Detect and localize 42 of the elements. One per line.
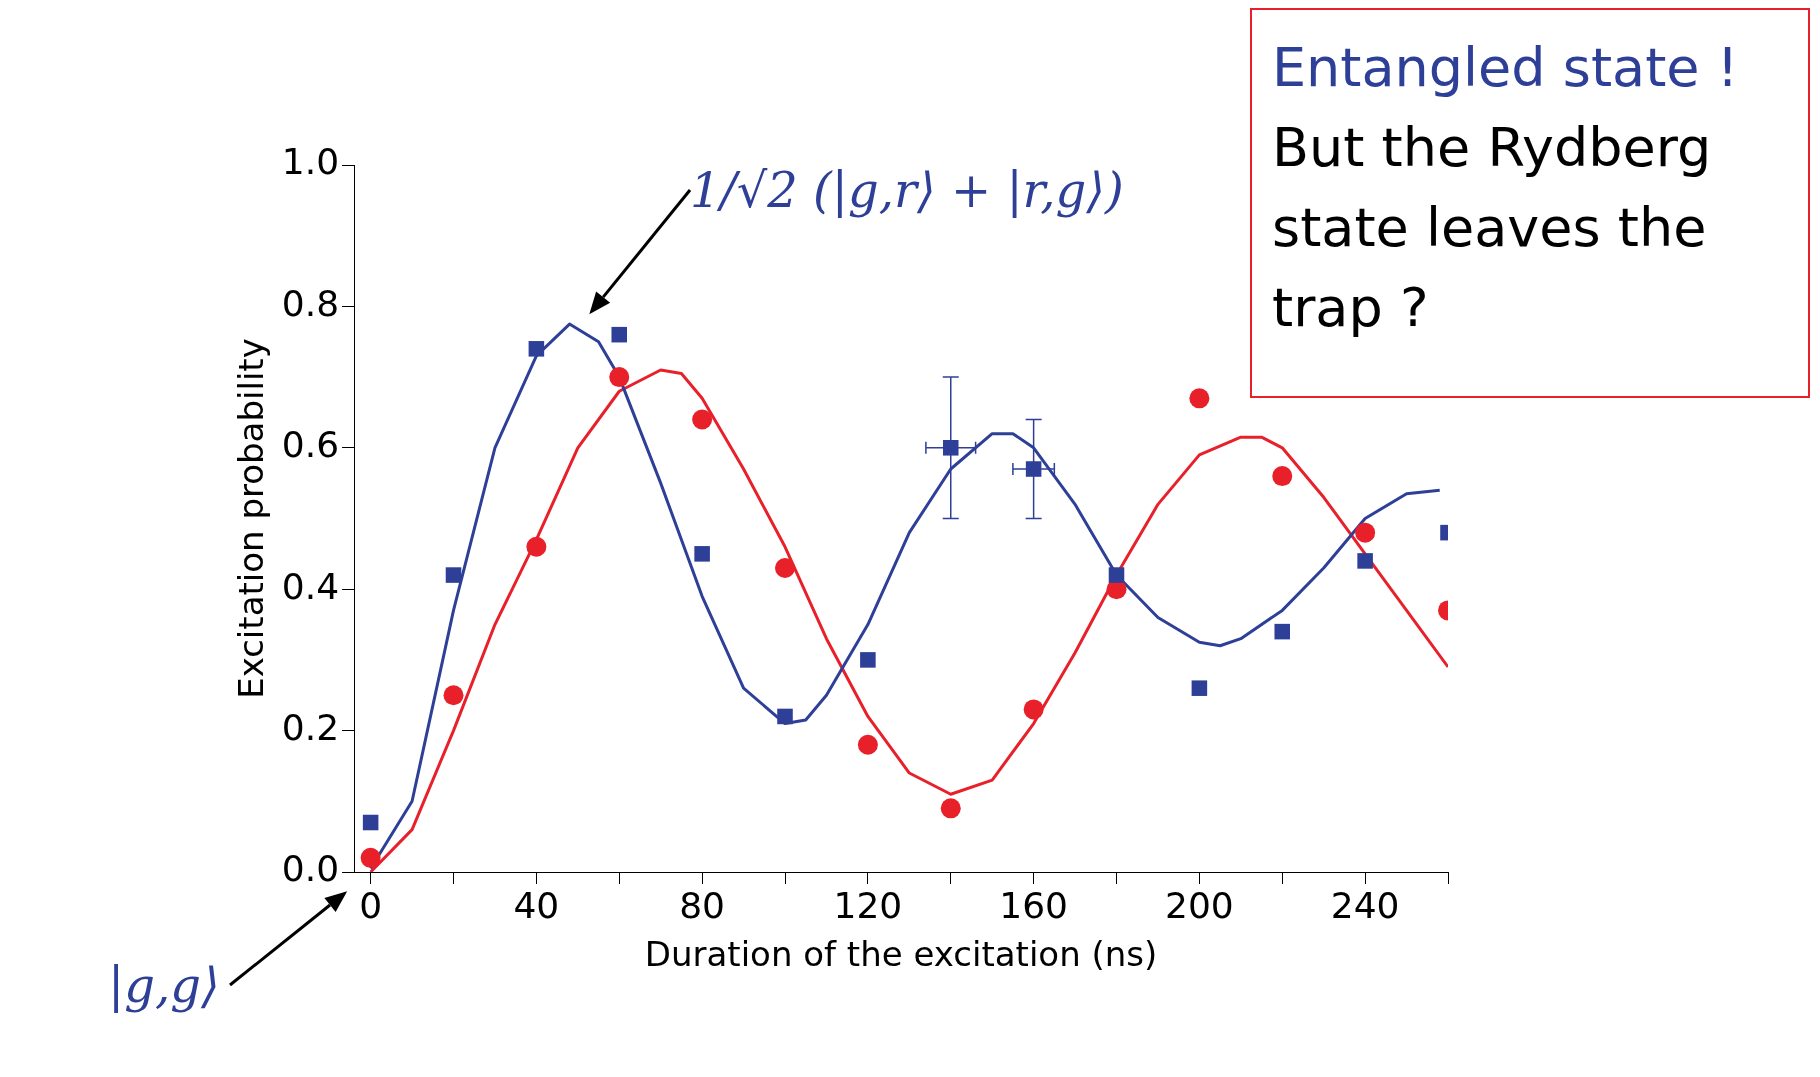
point [1023, 699, 1044, 720]
annotation: 1/√2 (|g,r⟩ + |r,g⟩) [690, 161, 1124, 220]
point [1108, 567, 1125, 583]
x-tick-label: 80 [679, 884, 726, 926]
annotation: But the Rydberg state leaves the trap ? [1272, 115, 1713, 341]
point [611, 326, 628, 343]
point [1191, 680, 1208, 696]
x-axis-title: Duration of the excitation (ns) [644, 934, 1158, 975]
point [1189, 388, 1210, 409]
point [692, 409, 713, 430]
x-tick-label: 120 [833, 884, 903, 926]
y-axis-title: Excitation probability [231, 338, 272, 699]
text-box: Entangled state ! But the Rydberg state leaves the trap ? [1250, 8, 1810, 398]
y-tick-label: 0.8 [281, 282, 340, 324]
point [526, 536, 547, 557]
point [694, 546, 710, 562]
point [528, 341, 545, 357]
point [940, 798, 961, 819]
point [609, 367, 630, 388]
text: |g,g⟩ [108, 956, 220, 1015]
point [443, 685, 464, 706]
x-tick-label: 0 [359, 884, 383, 926]
point [775, 557, 795, 578]
point [777, 708, 793, 725]
x-tick-label: 40 [513, 884, 560, 926]
point [857, 734, 878, 755]
point [360, 847, 381, 868]
point [1357, 553, 1373, 569]
point [362, 814, 379, 831]
y-tick-label: 0.4 [281, 565, 340, 607]
point [1274, 623, 1291, 640]
y-tick-label: 0.2 [281, 706, 340, 748]
point [860, 652, 876, 668]
x-tick-label: 160 [999, 884, 1068, 926]
y-tick-label: 0.0 [281, 848, 340, 890]
point [1355, 522, 1376, 543]
point [445, 567, 462, 583]
y-tick-label: 0.6 [281, 424, 340, 466]
point [1272, 466, 1293, 487]
x-tick-label: 200 [1165, 884, 1234, 926]
x-tick-label: 240 [1330, 884, 1400, 926]
y-tick-label: 1.0 [281, 141, 340, 183]
